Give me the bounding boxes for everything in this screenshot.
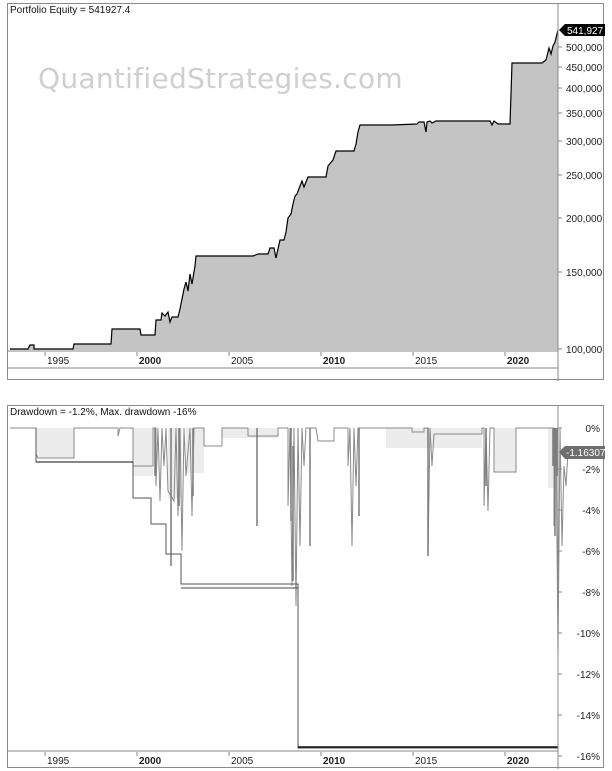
drawdown-x-axis: 1995 2000 2005 2010 2015 2020	[44, 752, 530, 767]
watermark: QuantifiedStrategies.com	[38, 62, 403, 95]
drawdown-y-tick: -16%	[577, 752, 600, 763]
drawdown-x-tick: 2005	[231, 756, 254, 767]
equity-y-tick: 250,000	[566, 171, 603, 182]
drawdown-x-tick: 2020	[507, 756, 530, 767]
drawdown-last-value-badge: -1.16307	[559, 446, 605, 459]
drawdown-y-tick: 0%	[586, 424, 601, 435]
equity-y-tick: 400,000	[566, 84, 603, 95]
drawdown-y-axis: 0% -2% -4% -6% -8% -10% -12% -14% -16%	[558, 424, 600, 763]
equity-x-tick: 2010	[323, 356, 346, 367]
drawdown-y-tick: -14%	[577, 711, 600, 722]
equity-y-tick: 300,000	[566, 137, 603, 148]
equity-last-value-badge: 541,927	[559, 24, 605, 37]
drawdown-fill	[36, 428, 556, 498]
equity-y-tick: 500,000	[566, 43, 603, 54]
drawdown-y-tick: -12%	[577, 670, 600, 681]
equity-x-tick: 1995	[47, 356, 70, 367]
equity-y-tick: 450,000	[566, 63, 603, 74]
equity-y-tick: 200,000	[566, 214, 603, 225]
equity-y-tick: 100,000	[566, 345, 603, 356]
drawdown-y-tick: -4%	[582, 506, 600, 517]
drawdown-y-tick: -10%	[577, 629, 600, 640]
drawdown-chart-title: Drawdown = -1.2%, Max. drawdown -16%	[10, 407, 197, 418]
drawdown-y-tick: -8%	[582, 588, 600, 599]
max-drawdown-line	[35, 428, 558, 749]
equity-area	[10, 30, 558, 350]
equity-chart-title: Portfolio Equity = 541927.4	[10, 5, 131, 16]
equity-y-axis: 500,000 450,000 400,000 350,000 300,000 …	[558, 43, 603, 356]
equity-x-axis: 1995 2000 2005 2010 2015 2020	[44, 352, 530, 367]
drawdown-y-tick: -2%	[582, 465, 600, 476]
equity-chart-panel: 500,000 450,000 400,000 350,000 300,000 …	[7, 3, 605, 381]
drawdown-x-tick: 2015	[415, 756, 438, 767]
drawdown-x-tick: 2010	[323, 756, 346, 767]
equity-y-tick: 350,000	[566, 109, 603, 120]
drawdown-chart-panel: 0% -2% -4% -6% -8% -10% -12% -14% -16% -…	[7, 405, 605, 769]
equity-x-tick: 2015	[415, 356, 438, 367]
drawdown-y-tick: -6%	[582, 547, 600, 558]
drawdown-chart-svg: 0% -2% -4% -6% -8% -10% -12% -14% -16% -…	[8, 406, 605, 769]
drawdown-spikes	[154, 428, 558, 581]
equity-x-tick: 2005	[231, 356, 254, 367]
drawdown-x-tick: 2000	[139, 756, 162, 767]
equity-x-tick: 2000	[139, 356, 162, 367]
drawdown-x-tick: 1995	[47, 756, 70, 767]
equity-y-tick: 150,000	[566, 268, 603, 279]
drawdown-last-value: -1.16307	[566, 448, 605, 459]
equity-chart-svg: 500,000 450,000 400,000 350,000 300,000 …	[8, 4, 605, 381]
equity-last-value: 541,927	[567, 26, 604, 37]
equity-x-tick: 2020	[507, 356, 530, 367]
equity-line	[10, 29, 559, 350]
